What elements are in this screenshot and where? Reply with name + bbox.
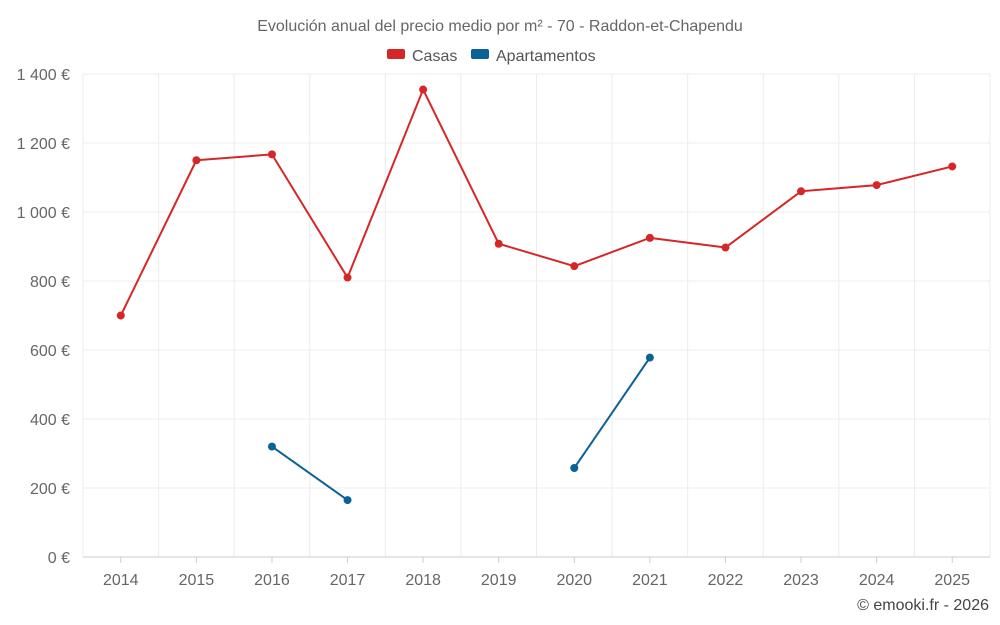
y-tick-label: 200 € [30,481,70,498]
series-layer [116,85,957,505]
x-axis-ticks: 2014 2015 2016 2017 2018 2019 2020 2021 2022 2023… [103,557,970,589]
series-line-apartamentos [573,357,651,469]
data-point-casas-2023[interactable] [797,187,806,196]
y-tick-label: 400 € [30,412,70,429]
y-axis-ticks: 0 € 200 € 400 € 600 € 800 € 1 000 € 1 200 € 1 4… [17,67,70,567]
y-tick-label: 800 € [30,274,70,291]
x-tick-label: 2017 [330,572,366,589]
legend-swatch-apartamentos [471,49,489,59]
x-tick-label: 2021 [632,572,668,589]
x-tick-label: 2018 [405,572,441,589]
y-tick-label: 1 000 € [17,205,70,222]
data-point-apartamentos-2020[interactable] [570,463,579,472]
data-point-casas-2022[interactable] [721,243,730,252]
x-tick-label: 2020 [556,572,592,589]
x-tick-label: 2016 [254,572,290,589]
data-point-casas-2015[interactable] [192,156,201,165]
y-tick-label: 1 200 € [17,136,70,153]
data-point-casas-2025[interactable] [948,162,957,171]
chart-title: Evolución anual del precio medio por m² … [257,18,743,35]
x-tick-label: 2014 [103,572,139,589]
legend-swatch-casas [387,49,405,59]
data-point-casas-2014[interactable] [116,311,125,320]
x-tick-label: 2024 [859,572,895,589]
legend-label-apartamentos: Apartamentos [496,48,596,65]
legend-item-casas[interactable]: Casas [387,48,457,65]
series-line-apartamentos [271,445,349,501]
y-tick-label: 0 € [48,550,70,567]
y-tick-label: 1 400 € [17,67,70,84]
data-point-casas-2018[interactable] [419,85,428,94]
data-point-casas-2024[interactable] [872,181,881,190]
y-tick-label: 600 € [30,343,70,360]
data-point-apartamentos-2021[interactable] [645,353,654,362]
data-point-apartamentos-2016[interactable] [267,442,276,451]
legend-label-casas: Casas [412,48,457,65]
legend: Casas Apartamentos [387,48,596,65]
x-tick-label: 2022 [708,572,744,589]
x-tick-label: 2023 [783,572,819,589]
data-point-casas-2021[interactable] [645,233,654,242]
x-gridlines [82,74,991,557]
x-tick-label: 2019 [481,572,517,589]
data-point-casas-2020[interactable] [570,262,579,271]
data-point-apartamentos-2017[interactable] [343,496,352,505]
data-point-casas-2019[interactable] [494,239,503,248]
series-line-casas [119,88,953,316]
series-apartamentos [267,353,654,505]
legend-item-apartamentos[interactable]: Apartamentos [471,48,596,65]
data-point-casas-2016[interactable] [267,150,276,159]
credit-text: © emooki.fr - 2026 [857,597,989,614]
series-casas [116,85,957,320]
y-gridlines [83,73,990,558]
x-tick-label: 2025 [934,572,970,589]
x-tick-label: 2015 [179,572,215,589]
data-point-casas-2017[interactable] [343,273,352,282]
